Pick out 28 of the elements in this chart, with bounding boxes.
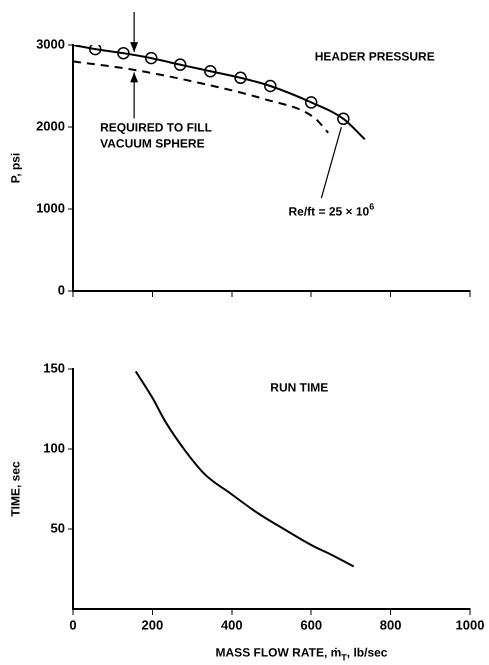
point — [337, 112, 350, 126]
point — [174, 58, 186, 71]
y-tick-label: 3000 — [36, 36, 65, 52]
y-tick-label: 150 — [43, 360, 65, 376]
line-series — [134, 370, 355, 568]
y-tick-label: 50 — [50, 520, 65, 536]
annotation: REQUIRED TO FILL VACUUM SPHERE — [100, 120, 212, 151]
point — [304, 96, 318, 109]
x-tick-label: 800 — [380, 617, 402, 632]
x-tick-label: 0 — [69, 617, 77, 632]
x-tick-label: 200 — [142, 617, 164, 632]
chart-title: HEADER PRESSURE — [314, 50, 435, 64]
point — [88, 45, 102, 56]
y-axis-title: TIME, sec — [8, 460, 22, 517]
point — [234, 72, 247, 84]
x-tick-label: 400 — [220, 617, 243, 632]
y-tick-label: 0 — [58, 282, 65, 298]
y-axis-title: P, psi — [8, 152, 22, 184]
point — [144, 52, 158, 64]
point — [264, 80, 277, 92]
y-tick-label: 100 — [43, 440, 65, 456]
y-tick-label: 1000 — [36, 200, 65, 216]
x-tick-label: 600 — [300, 617, 322, 632]
text: RUN TIME — [270, 380, 328, 395]
y-tick-label: 2000 — [36, 118, 65, 134]
point — [117, 46, 130, 60]
point — [204, 64, 217, 78]
x-tick-label: 1000 — [456, 617, 484, 632]
